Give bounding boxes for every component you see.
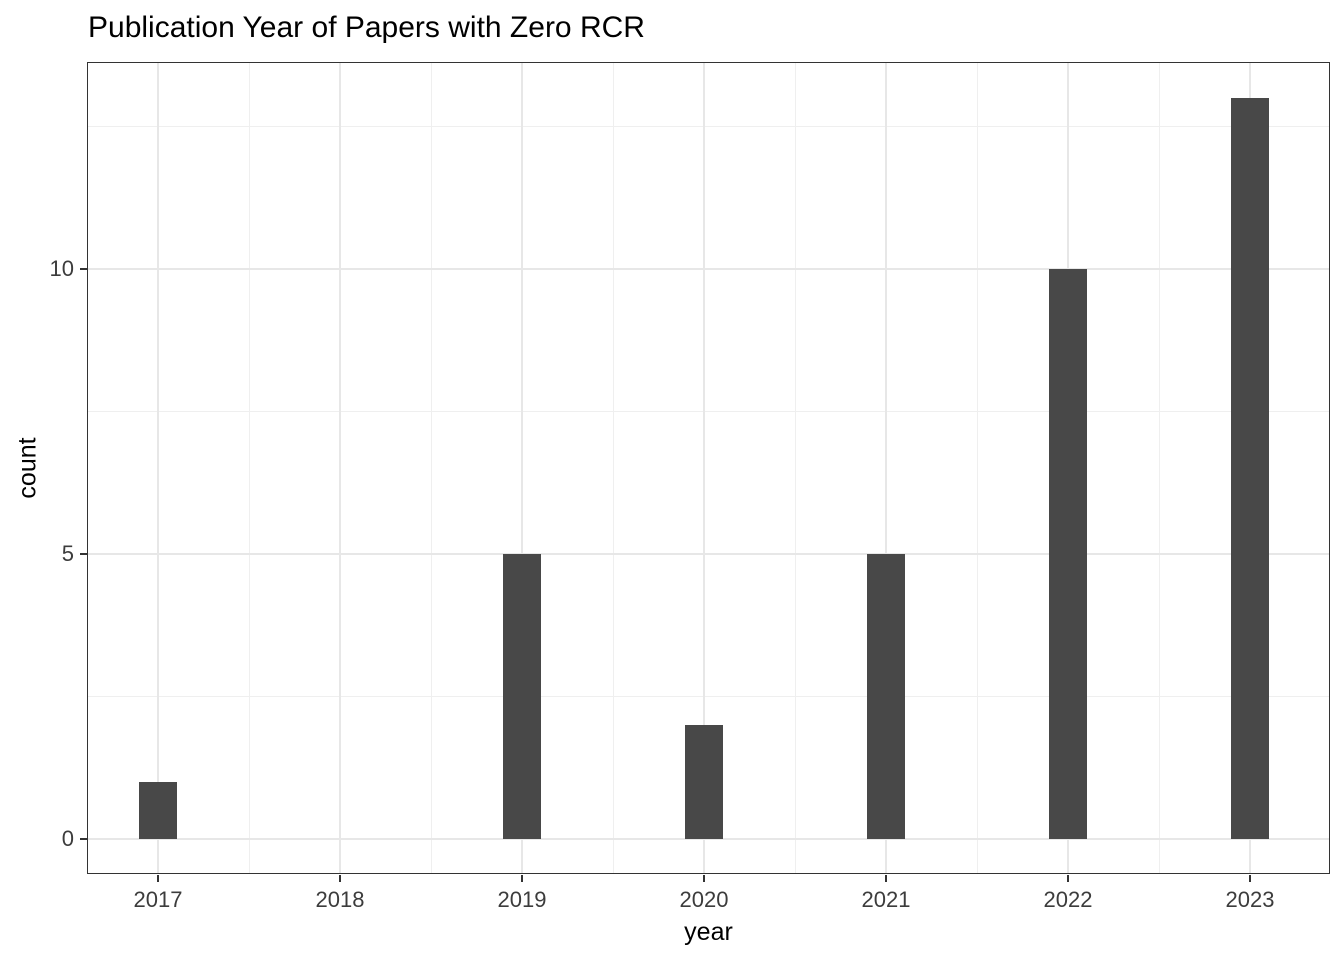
x-tick-mark	[1249, 875, 1251, 882]
y-tick-mark	[80, 838, 87, 840]
gridline-x-major	[157, 63, 159, 873]
gridline-y-minor	[88, 411, 1329, 412]
x-tick-label-2019: 2019	[497, 887, 547, 912]
gridline-x-major	[885, 63, 887, 873]
gridline-x-minor	[248, 63, 250, 873]
gridline-y-minor	[88, 126, 1329, 127]
x-tick-label-2020: 2020	[679, 887, 729, 912]
bar-2019	[503, 554, 541, 839]
y-tick-mark	[80, 268, 87, 270]
x-tick-label-2021: 2021	[861, 887, 911, 912]
x-axis-title: year	[684, 918, 733, 946]
x-tick-label-2018: 2018	[315, 887, 365, 912]
x-tick-mark	[339, 875, 341, 882]
gridline-x-major	[521, 63, 523, 873]
y-tick-label-0: 0	[61, 826, 74, 851]
gridline-x-minor	[976, 63, 978, 873]
x-tick-label-2022: 2022	[1043, 887, 1093, 912]
y-axis-title: count	[13, 437, 42, 499]
bar-2023	[1231, 98, 1269, 839]
x-tick-mark	[885, 875, 887, 882]
gridline-x-major	[703, 63, 705, 873]
gridline-y-minor	[88, 696, 1329, 697]
x-tick-mark	[1067, 875, 1069, 882]
bar-2020	[685, 725, 723, 839]
gridline-x-minor	[794, 63, 796, 873]
gridline-y-major	[88, 268, 1329, 270]
x-tick-mark	[157, 875, 159, 882]
bar-2021	[867, 554, 905, 839]
x-tick-label-2023: 2023	[1225, 887, 1275, 912]
y-tick-label-5: 5	[61, 541, 74, 566]
gridline-x-minor	[612, 63, 614, 873]
gridline-y-major	[88, 553, 1329, 555]
x-tick-mark	[703, 875, 705, 882]
gridline-x-major	[339, 63, 341, 873]
bar-2022	[1049, 269, 1087, 839]
y-tick-label-10: 10	[49, 256, 74, 281]
x-tick-mark	[521, 875, 523, 882]
gridline-y-major	[88, 838, 1329, 840]
plot-panel: year count 2017 2018 2019 2020 2021 2022 2023 0…	[14, 62, 1330, 946]
y-tick-mark	[80, 553, 87, 555]
chart-title: Publication Year of Papers with Zero RCR	[88, 11, 645, 44]
x-tick-label-2017: 2017	[133, 887, 183, 912]
bar-2017	[139, 782, 177, 839]
gridline-x-minor	[430, 63, 432, 873]
gridline-x-minor	[1158, 63, 1160, 873]
